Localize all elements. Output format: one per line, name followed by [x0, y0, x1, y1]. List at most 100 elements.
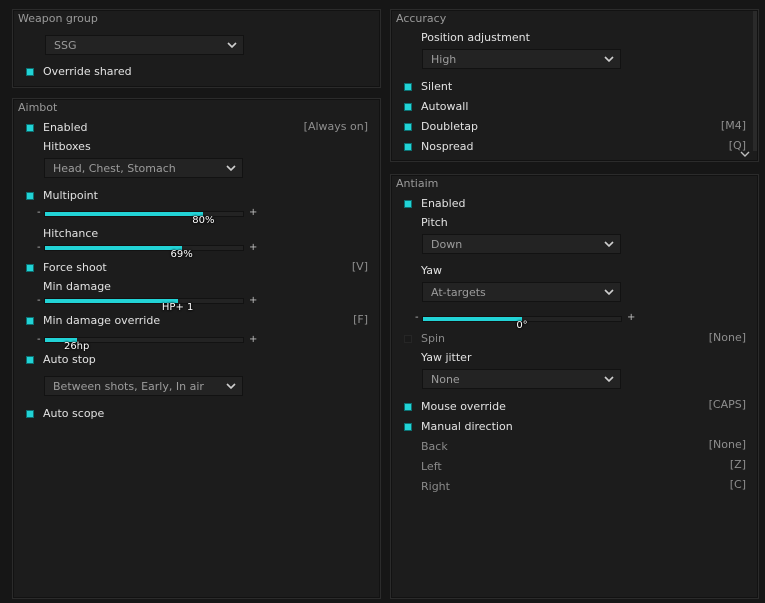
min-damage-override-minus[interactable]: - — [37, 334, 41, 345]
override-shared-label: Override shared — [43, 65, 132, 78]
autowall-checkbox[interactable] — [404, 103, 412, 111]
yaw-slider[interactable]: 0° — [422, 316, 622, 331]
doubletap-checkbox[interactable] — [404, 123, 412, 131]
manual-direction-checkbox[interactable] — [404, 423, 412, 431]
mouse-override-checkbox[interactable] — [404, 403, 412, 411]
aimbot-panel: Aimbot Enabled [Always on] Hitboxes Head… — [12, 98, 381, 599]
accuracy-title: Accuracy — [396, 12, 447, 25]
hitchance-slider-value: 69% — [170, 249, 193, 260]
aimbot-title: Aimbot — [18, 101, 58, 114]
chevron-down-icon — [604, 241, 614, 248]
hitchance-label: Hitchance — [43, 227, 99, 240]
yaw-slider-value: 0° — [516, 320, 528, 331]
move-cursor-icon — [740, 151, 750, 157]
hitchance-minus[interactable]: - — [37, 242, 41, 253]
silent-label: Silent — [421, 80, 453, 93]
force-shoot-label: Force shoot — [43, 261, 107, 274]
multipoint-label: Multipoint — [43, 189, 98, 202]
min-damage-label: Min damage — [43, 280, 111, 293]
nospread-label: Nospread — [421, 140, 474, 153]
auto-stop-checkbox[interactable] — [26, 356, 34, 364]
antiaim-title: Antiaim — [396, 177, 439, 190]
chevron-down-icon — [604, 289, 614, 296]
pitch-dropdown[interactable]: Down — [422, 234, 621, 254]
multipoint-checkbox[interactable] — [26, 192, 34, 200]
yaw-plus[interactable]: + — [627, 312, 636, 323]
yaw-dropdown[interactable]: At-targets — [422, 282, 621, 302]
antiaim-panel: Antiaim Enabled Pitch Down Yaw At-target… — [390, 174, 759, 599]
min-damage-override-label: Min damage override — [43, 314, 161, 327]
hitchance-plus[interactable]: + — [249, 242, 258, 253]
chevron-down-icon — [227, 42, 237, 49]
yaw-jitter-dropdown-value: None — [431, 373, 460, 386]
weapon-group-dropdown[interactable]: SSG — [45, 35, 244, 55]
back-keybind[interactable]: [None] — [708, 438, 746, 451]
min-damage-override-slider[interactable]: 26hp — [44, 337, 244, 352]
aimbot-enabled-checkbox[interactable] — [26, 124, 34, 132]
right-keybind[interactable]: [C] — [729, 478, 746, 491]
mouse-override-label: Mouse override — [421, 400, 506, 413]
multipoint-slider[interactable]: 80% — [44, 211, 244, 226]
auto-stop-label: Auto stop — [43, 353, 96, 366]
auto-scope-checkbox[interactable] — [26, 410, 34, 418]
left-keybind[interactable]: [Z] — [729, 458, 746, 471]
yaw-minus[interactable]: - — [415, 312, 419, 323]
min-damage-slider-fill — [45, 299, 178, 303]
accuracy-scrollbar[interactable] — [753, 11, 757, 151]
left-label: Left — [421, 460, 442, 473]
pitch-dropdown-value: Down — [431, 238, 463, 251]
multipoint-plus[interactable]: + — [249, 207, 258, 218]
doubletap-label: Doubletap — [421, 120, 479, 133]
aimbot-enabled-keybind[interactable]: [Always on] — [303, 120, 368, 133]
spin-keybind[interactable]: [None] — [708, 331, 746, 344]
hitchance-slider-fill — [45, 246, 182, 250]
nospread-checkbox[interactable] — [404, 143, 412, 151]
auto-stop-dropdown-value: Between shots, Early, In air — [53, 380, 204, 393]
mouse-override-keybind[interactable]: [CAPS] — [708, 398, 746, 411]
chevron-down-icon — [604, 56, 614, 63]
spin-checkbox[interactable] — [404, 335, 412, 343]
doubletap-keybind[interactable]: [M4] — [720, 119, 746, 132]
min-damage-plus[interactable]: + — [249, 295, 258, 306]
position-adjustment-dropdown[interactable]: High — [422, 49, 621, 69]
yaw-slider-fill — [423, 317, 522, 321]
multipoint-slider-fill — [45, 212, 204, 216]
weapon-group-title: Weapon group — [18, 12, 98, 25]
auto-stop-dropdown[interactable]: Between shots, Early, In air — [44, 376, 243, 396]
min-damage-override-plus[interactable]: + — [249, 334, 258, 345]
min-damage-override-slider-fill — [45, 338, 77, 342]
nospread-keybind[interactable]: [Q] — [728, 139, 746, 152]
min-damage-override-slider-value: 26hp — [63, 341, 90, 352]
autowall-label: Autowall — [421, 100, 469, 113]
multipoint-slider-value: 80% — [192, 215, 215, 226]
yaw-jitter-dropdown[interactable]: None — [422, 369, 621, 389]
force-shoot-keybind[interactable]: [V] — [351, 260, 368, 273]
min-damage-override-keybind[interactable]: [F] — [353, 313, 368, 326]
right-label: Right — [421, 480, 450, 493]
weapon-group-dropdown-value: SSG — [54, 39, 77, 52]
antiaim-enabled-checkbox[interactable] — [404, 200, 412, 208]
chevron-down-icon — [604, 376, 614, 383]
auto-scope-label: Auto scope — [43, 407, 105, 420]
min-damage-slider-value: HP+ 1 — [161, 302, 194, 313]
back-label: Back — [421, 440, 448, 453]
chevron-down-icon — [226, 383, 236, 390]
antiaim-enabled-label: Enabled — [421, 197, 466, 210]
hitboxes-dropdown[interactable]: Head, Chest, Stomach — [44, 158, 243, 178]
min-damage-slider[interactable]: HP+ 1 — [44, 298, 244, 313]
hitchance-slider[interactable]: 69% — [44, 245, 244, 260]
manual-direction-label: Manual direction — [421, 420, 513, 433]
hitboxes-label: Hitboxes — [43, 140, 91, 153]
yaw-dropdown-value: At-targets — [431, 286, 486, 299]
yaw-jitter-label: Yaw jitter — [421, 351, 472, 364]
min-damage-minus[interactable]: - — [37, 295, 41, 306]
override-shared-checkbox[interactable] — [26, 68, 34, 76]
force-shoot-checkbox[interactable] — [26, 264, 34, 272]
multipoint-minus[interactable]: - — [37, 207, 41, 218]
spin-label: Spin — [421, 332, 445, 345]
weapon-group-panel: Weapon group SSG Override shared — [12, 9, 381, 88]
silent-checkbox[interactable] — [404, 83, 412, 91]
aimbot-enabled-label: Enabled — [43, 121, 88, 134]
min-damage-override-checkbox[interactable] — [26, 317, 34, 325]
hitboxes-dropdown-value: Head, Chest, Stomach — [53, 162, 176, 175]
